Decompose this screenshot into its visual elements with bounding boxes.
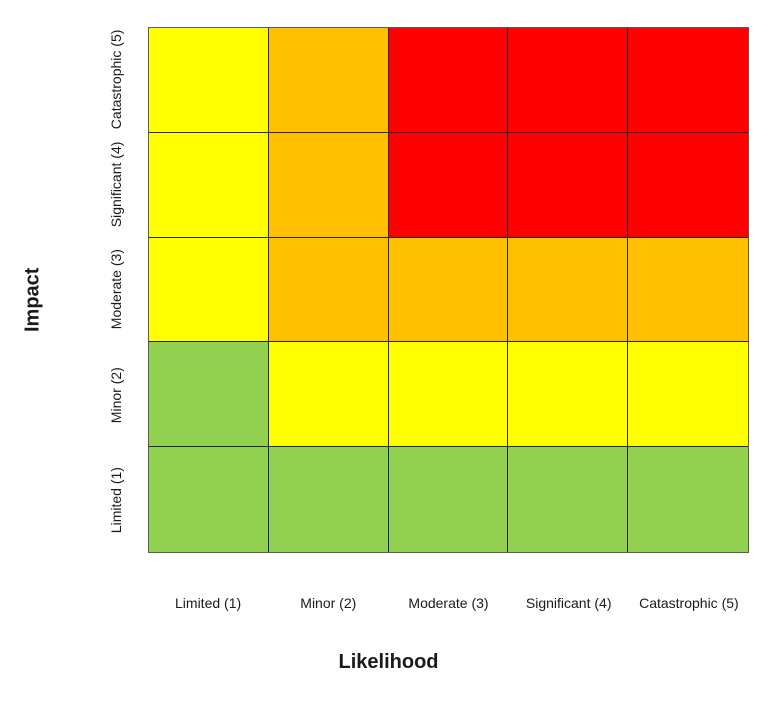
- risk-cell-row3-col2: [268, 237, 389, 343]
- risk-matrix-grid: [148, 27, 749, 553]
- x-tick-3: Moderate (3): [408, 595, 489, 611]
- risk-cell-row5-col4: [508, 447, 629, 552]
- risk-cell-row1-col1: [149, 28, 269, 133]
- risk-cell-row3-col5: [628, 237, 748, 343]
- y-tick-1: Catastrophic (5): [108, 29, 124, 130]
- risk-cell-row5-col3: [388, 447, 509, 552]
- x-axis-ticks: Limited (1) Minor (2) Moderate (3) Signific…: [148, 590, 749, 616]
- x-tick-1: Limited (1): [175, 595, 242, 611]
- risk-cell-row2-col1: [149, 132, 269, 238]
- x-axis-title: Likelihood: [338, 651, 439, 673]
- risk-cell-row2-col5: [628, 132, 748, 238]
- y-tick-4: Minor (2): [108, 367, 124, 424]
- risk-cell-row4-col1: [149, 342, 269, 448]
- risk-cell-row4-col5: [628, 342, 748, 448]
- y-tick-3: Moderate (3): [108, 249, 124, 331]
- y-tick-2: Significant (4): [108, 142, 124, 228]
- risk-cell-row5-col5: [628, 447, 748, 552]
- risk-cell-row2-col3: [388, 132, 509, 238]
- risk-cell-row4-col3: [388, 342, 509, 448]
- y-axis-ticks: Catastrophic (5) Significant (4) Moderate …: [96, 27, 136, 553]
- risk-cell-row3-col1: [149, 237, 269, 343]
- risk-cell-row5-col1: [149, 447, 269, 552]
- risk-cell-row4-col2: [268, 342, 389, 448]
- risk-cell-row1-col3: [388, 28, 509, 133]
- risk-cell-row1-col2: [268, 28, 389, 133]
- y-axis-title: Impact: [21, 267, 44, 333]
- x-tick-4: Significant (4): [525, 595, 612, 611]
- x-tick-2: Minor (2): [300, 595, 357, 611]
- risk-cell-row2-col4: [508, 132, 629, 238]
- risk-cell-row4-col4: [508, 342, 629, 448]
- x-tick-5: Catastrophic (5): [639, 595, 739, 611]
- risk-cell-row3-col4: [508, 237, 629, 343]
- risk-cell-row1-col5: [628, 28, 748, 133]
- risk-cell-row2-col2: [268, 132, 389, 238]
- risk-cell-row3-col3: [388, 237, 509, 343]
- risk-cell-row5-col2: [268, 447, 389, 552]
- risk-cell-row1-col4: [508, 28, 629, 133]
- y-tick-5: Limited (1): [108, 467, 124, 534]
